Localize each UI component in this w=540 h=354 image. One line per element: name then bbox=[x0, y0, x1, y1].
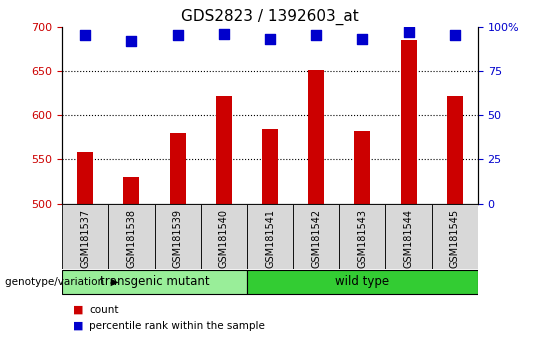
Bar bbox=[62, 270, 247, 294]
Bar bbox=[386, 204, 431, 269]
Point bbox=[358, 36, 367, 42]
Text: GSM181545: GSM181545 bbox=[450, 209, 460, 268]
Text: GSM181542: GSM181542 bbox=[311, 209, 321, 268]
Bar bbox=[247, 204, 293, 269]
Bar bbox=[354, 131, 370, 204]
Text: wild type: wild type bbox=[335, 275, 389, 288]
Text: percentile rank within the sample: percentile rank within the sample bbox=[89, 321, 265, 331]
Point bbox=[219, 31, 228, 36]
Text: GSM181544: GSM181544 bbox=[403, 209, 414, 268]
Bar bbox=[431, 204, 478, 269]
Text: transgenic mutant: transgenic mutant bbox=[100, 275, 210, 288]
Bar bbox=[215, 96, 232, 204]
Bar bbox=[401, 40, 417, 204]
Text: GSM181543: GSM181543 bbox=[357, 209, 367, 268]
Bar bbox=[201, 204, 247, 269]
Bar bbox=[170, 133, 186, 204]
Bar bbox=[62, 204, 109, 269]
Point bbox=[127, 38, 136, 44]
Point bbox=[450, 33, 459, 38]
Bar bbox=[154, 204, 201, 269]
Text: GSM181538: GSM181538 bbox=[126, 209, 137, 268]
Bar bbox=[339, 204, 386, 269]
Text: GDS2823 / 1392603_at: GDS2823 / 1392603_at bbox=[181, 9, 359, 25]
Point bbox=[312, 33, 321, 38]
Point bbox=[266, 36, 274, 42]
Bar bbox=[308, 70, 325, 204]
Bar bbox=[109, 204, 154, 269]
Point bbox=[173, 33, 182, 38]
Text: GSM181540: GSM181540 bbox=[219, 209, 229, 268]
Point bbox=[404, 29, 413, 35]
Bar bbox=[77, 152, 93, 204]
Bar bbox=[293, 204, 339, 269]
Bar bbox=[447, 96, 463, 204]
Bar bbox=[123, 177, 139, 204]
Point bbox=[81, 33, 90, 38]
Text: GSM181537: GSM181537 bbox=[80, 209, 90, 268]
Text: ■: ■ bbox=[73, 321, 83, 331]
Text: genotype/variation  ▶: genotype/variation ▶ bbox=[5, 277, 119, 287]
Text: ■: ■ bbox=[73, 305, 83, 315]
Bar bbox=[247, 270, 478, 294]
Text: count: count bbox=[89, 305, 119, 315]
Text: GSM181539: GSM181539 bbox=[173, 209, 183, 268]
Bar bbox=[262, 129, 278, 204]
Text: GSM181541: GSM181541 bbox=[265, 209, 275, 268]
